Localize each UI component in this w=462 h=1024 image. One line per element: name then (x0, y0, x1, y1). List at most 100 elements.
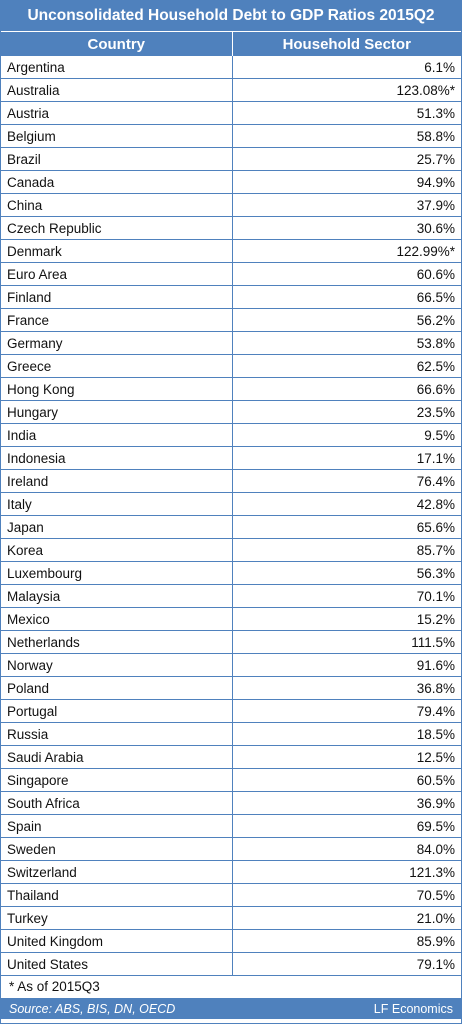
table-row: Hong Kong 66.6% (1, 377, 461, 401)
household-sector-cell: 53.8% (231, 331, 461, 355)
country-cell: Czech Republic (1, 216, 232, 240)
table-body: Argentina 6.1% Australia 123.08%* Austria 51.… (1, 56, 461, 976)
household-sector-cell: 66.5% (231, 285, 461, 309)
household-sector-cell: 9.5% (231, 423, 461, 447)
country-cell: United Kingdom (1, 929, 232, 953)
household-sector-cell: 58.8% (231, 124, 461, 148)
table-row: Czech Republic 30.6% (1, 216, 461, 240)
household-sector-cell: 37.9% (231, 193, 461, 217)
country-cell: Canada (1, 170, 232, 194)
country-cell: Mexico (1, 607, 232, 631)
household-sector-cell: 76.4% (231, 469, 461, 493)
country-cell: Korea (1, 538, 232, 562)
household-sector-cell: 65.6% (231, 515, 461, 539)
table-row: Austria 51.3% (1, 101, 461, 125)
table-row: Turkey 21.0% (1, 906, 461, 930)
table-row: Singapore 60.5% (1, 768, 461, 792)
table-row: Mexico 15.2% (1, 607, 461, 631)
household-sector-cell: 12.5% (231, 745, 461, 769)
table-row: Denmark 122.99%* (1, 239, 461, 263)
household-sector-cell: 79.1% (231, 952, 461, 976)
table-row: Italy 42.8% (1, 492, 461, 516)
household-sector-cell: 84.0% (231, 837, 461, 861)
country-cell: Malaysia (1, 584, 232, 608)
country-cell: Argentina (1, 56, 232, 79)
household-sector-cell: 25.7% (231, 147, 461, 171)
table-row: Netherlands 111.5% (1, 630, 461, 654)
table-row: Indonesia 17.1% (1, 446, 461, 470)
debt-table: Country Household Sector Argentina 6.1% Au… (1, 32, 461, 976)
country-cell: Italy (1, 492, 232, 516)
household-sector-cell: 15.2% (231, 607, 461, 631)
country-cell: Austria (1, 101, 232, 125)
household-sector-cell: 60.5% (231, 768, 461, 792)
country-cell: Poland (1, 676, 232, 700)
table-row: Canada 94.9% (1, 170, 461, 194)
household-sector-cell: 56.2% (231, 308, 461, 332)
table-row: Euro Area 60.6% (1, 262, 461, 286)
country-cell: Saudi Arabia (1, 745, 232, 769)
table-row: Australia 123.08%* (1, 78, 461, 102)
country-cell: Thailand (1, 883, 232, 907)
table-row: Japan 65.6% (1, 515, 461, 539)
household-sector-cell: 23.5% (231, 400, 461, 424)
table-title: Unconsolidated Household Debt to GDP Rat… (1, 1, 461, 32)
table-row: South Africa 36.9% (1, 791, 461, 815)
table-row: Belgium 58.8% (1, 124, 461, 148)
household-sector-cell: 94.9% (231, 170, 461, 194)
household-sector-cell: 18.5% (231, 722, 461, 746)
country-cell: Japan (1, 515, 232, 539)
household-sector-cell: 56.3% (231, 561, 461, 585)
table-row: Hungary 23.5% (1, 400, 461, 424)
household-sector-cell: 21.0% (231, 906, 461, 930)
table-row: Finland 66.5% (1, 285, 461, 309)
country-cell: Hong Kong (1, 377, 232, 401)
table-row: Ireland 76.4% (1, 469, 461, 493)
country-cell: Netherlands (1, 630, 232, 654)
table-row: Switzerland 121.3% (1, 860, 461, 884)
table-row: Argentina 6.1% (1, 56, 461, 79)
household-sector-cell: 60.6% (231, 262, 461, 286)
household-sector-cell: 70.1% (231, 584, 461, 608)
country-cell: Finland (1, 285, 232, 309)
table-row: Greece 62.5% (1, 354, 461, 378)
table-row: Malaysia 70.1% (1, 584, 461, 608)
country-cell: Brazil (1, 147, 232, 171)
country-cell: Euro Area (1, 262, 232, 286)
country-cell: Hungary (1, 400, 232, 424)
footnote: * As of 2015Q3 (1, 976, 461, 999)
column-header-household-sector: Household Sector (231, 32, 461, 56)
table-row: Germany 53.8% (1, 331, 461, 355)
country-cell: Greece (1, 354, 232, 378)
household-sector-cell: 51.3% (231, 101, 461, 125)
household-sector-cell: 36.8% (231, 676, 461, 700)
table-row: France 56.2% (1, 308, 461, 332)
household-sector-cell: 36.9% (231, 791, 461, 815)
brand-text: LF Economics (373, 1002, 453, 1016)
column-header-country: Country (1, 32, 232, 56)
table-row: Saudi Arabia 12.5% (1, 745, 461, 769)
household-sector-cell: 79.4% (231, 699, 461, 723)
table-row: United States 79.1% (1, 952, 461, 976)
country-cell: France (1, 308, 232, 332)
source-text: Source: ABS, BIS, DN, OECD (9, 1002, 176, 1016)
household-sector-cell: 85.7% (231, 538, 461, 562)
table-row: United Kingdom 85.9% (1, 929, 461, 953)
household-sector-cell: 70.5% (231, 883, 461, 907)
country-cell: Norway (1, 653, 232, 677)
household-sector-cell: 62.5% (231, 354, 461, 378)
table-row: Russia 18.5% (1, 722, 461, 746)
header-row: Country Household Sector (1, 32, 461, 56)
country-cell: Indonesia (1, 446, 232, 470)
household-sector-cell: 6.1% (231, 56, 461, 79)
country-cell: Sweden (1, 837, 232, 861)
household-sector-cell: 123.08%* (231, 78, 461, 102)
country-cell: Denmark (1, 239, 232, 263)
table-row: Poland 36.8% (1, 676, 461, 700)
table-row: Luxembourg 56.3% (1, 561, 461, 585)
country-cell: Portugal (1, 699, 232, 723)
country-cell: Turkey (1, 906, 232, 930)
table-row: India 9.5% (1, 423, 461, 447)
country-cell: Ireland (1, 469, 232, 493)
table-row: China 37.9% (1, 193, 461, 217)
